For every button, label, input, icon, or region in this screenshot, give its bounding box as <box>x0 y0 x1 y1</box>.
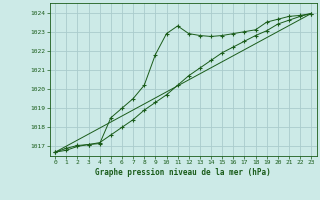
X-axis label: Graphe pression niveau de la mer (hPa): Graphe pression niveau de la mer (hPa) <box>95 168 271 177</box>
